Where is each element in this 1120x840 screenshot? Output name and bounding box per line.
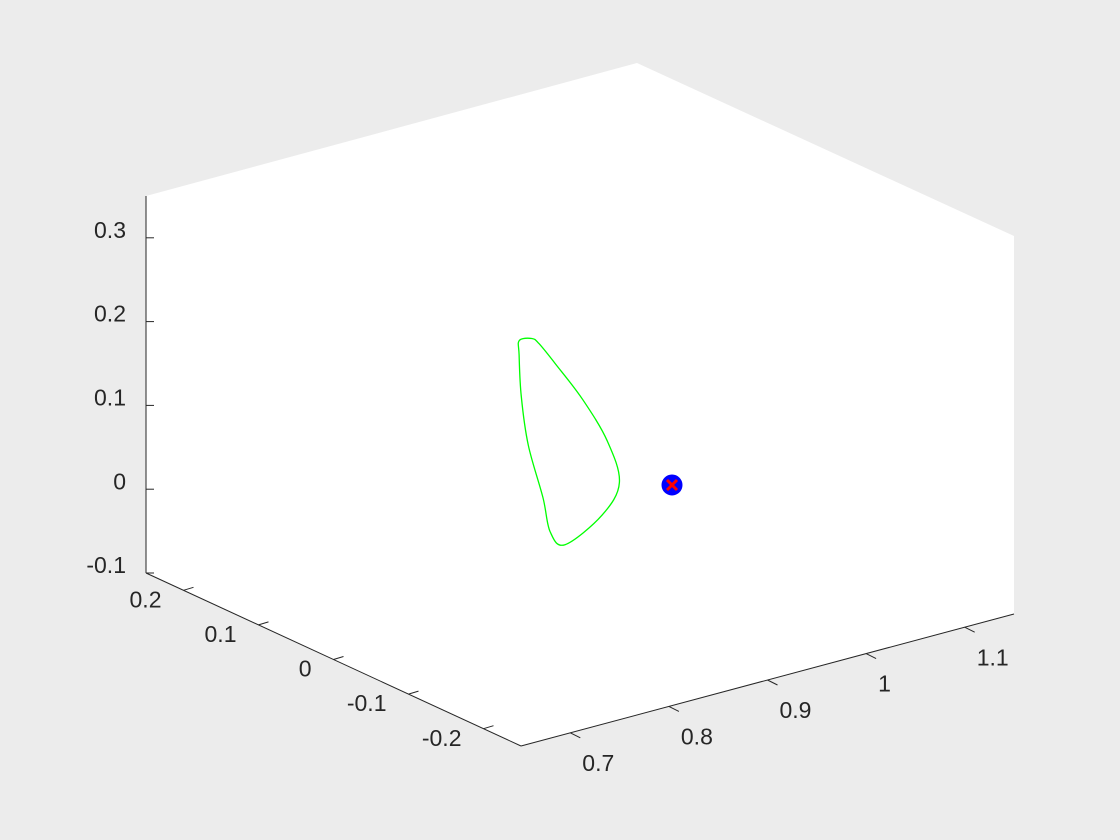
x-tick-label: 1 <box>878 671 891 697</box>
x-tick <box>964 626 975 633</box>
y-tick <box>333 656 344 660</box>
red-x-stroke <box>665 478 679 492</box>
z-tick-label: 0.2 <box>94 301 126 327</box>
x-tick-label: 0.9 <box>780 697 812 723</box>
x-tick <box>865 653 877 660</box>
x-tick-label: 1.1 <box>977 644 1009 670</box>
y-tick <box>483 725 494 730</box>
z-tick-label: 0.1 <box>94 384 126 410</box>
y-tick-label: 0.2 <box>130 586 162 612</box>
y-tick-label: 0 <box>299 656 312 682</box>
y-tick-label: -0.1 <box>347 690 387 716</box>
plot-area <box>146 63 1014 746</box>
x-tick <box>570 732 581 739</box>
x-tick-label: 0.8 <box>681 723 713 749</box>
z-tick-label: 0.3 <box>94 217 126 243</box>
z-tick-label: 0 <box>113 468 126 494</box>
x-tick-label: 0.7 <box>582 750 614 776</box>
plot-series <box>517 337 683 546</box>
y-tick <box>408 690 419 695</box>
y-tick-label: 0.1 <box>205 621 237 647</box>
y-tick-label: -0.2 <box>422 725 462 751</box>
x-tick <box>767 679 778 686</box>
red-x-marker <box>665 478 679 492</box>
axis-tick-labels: -0.1 0 0.1 0.2 0.3 -0.2 -0.1 0 0.1 0.2 0.7 0.8 0.9 1 1… <box>86 217 1008 776</box>
x-tick <box>668 705 680 712</box>
z-tick-label: -0.1 <box>86 552 126 578</box>
y-tick <box>183 586 194 591</box>
y-tick <box>258 621 269 626</box>
axis-ticks <box>146 237 975 739</box>
green-orbit-curve <box>517 337 621 546</box>
